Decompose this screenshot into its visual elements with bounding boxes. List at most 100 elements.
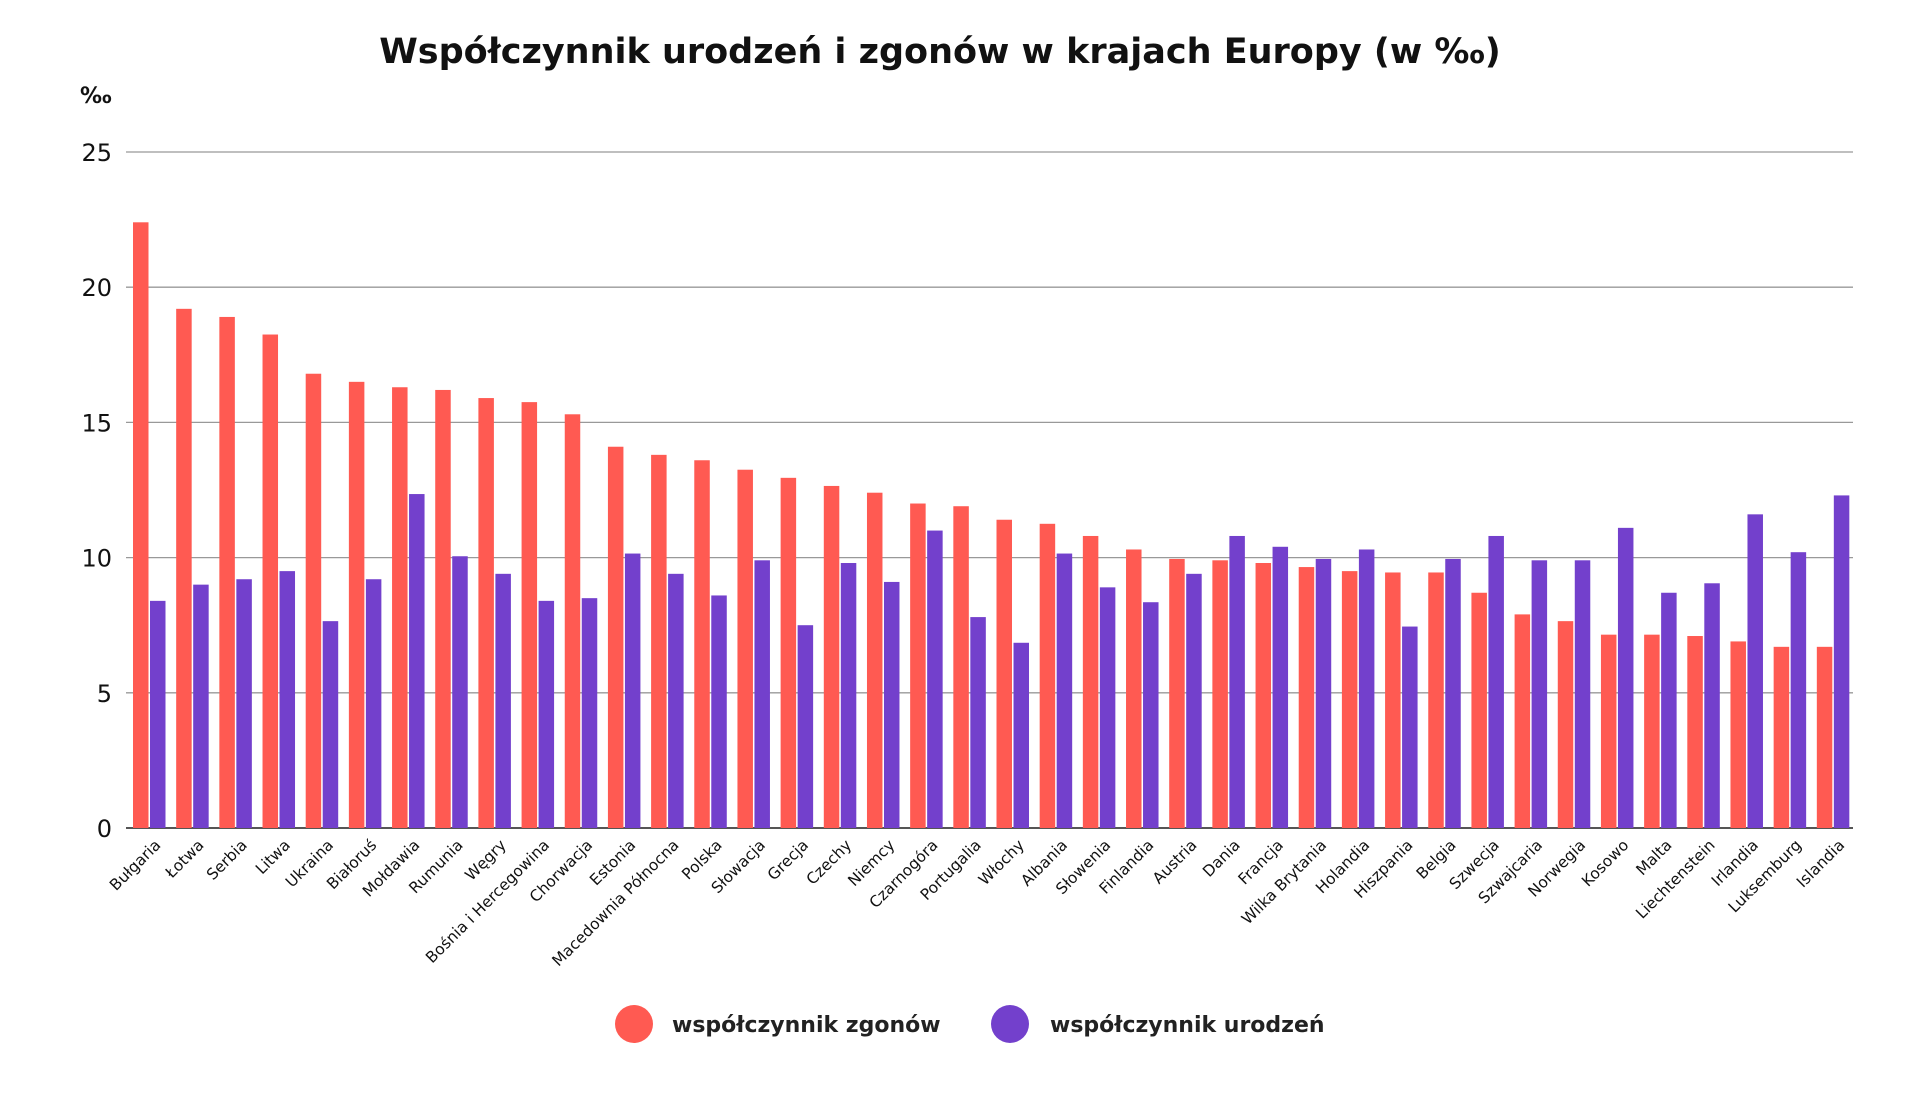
y-tick-label: 15	[81, 409, 112, 437]
bar-deaths	[1298, 567, 1315, 828]
bar-deaths	[1126, 549, 1142, 828]
bar-deaths	[780, 477, 797, 828]
bar-births	[927, 530, 943, 828]
bar-deaths	[219, 316, 235, 828]
bar-deaths	[1514, 614, 1531, 828]
bar-deaths	[1169, 558, 1185, 828]
bar-deaths	[305, 373, 322, 828]
bar-births	[1445, 558, 1461, 828]
bar-deaths	[694, 460, 710, 828]
chart-title: Współczynnik urodzeń i zgonów w krajach …	[379, 32, 1501, 72]
bar-births	[711, 595, 727, 828]
bar-deaths	[392, 387, 408, 828]
bar-births	[279, 571, 296, 828]
bar-deaths	[348, 381, 365, 828]
legend-swatch-births	[991, 1005, 1029, 1043]
y-tick-label: 5	[97, 680, 112, 708]
bar-deaths	[823, 485, 840, 828]
bar-deaths	[651, 454, 667, 828]
bar-deaths	[1341, 571, 1358, 828]
legend-label-deaths: współczynnik zgonów	[672, 1013, 941, 1038]
bar-births	[1833, 495, 1850, 828]
bar-deaths	[953, 506, 969, 828]
bar-deaths	[607, 446, 624, 828]
x-category-label: Łotwa	[161, 836, 207, 882]
bar-births	[365, 579, 382, 828]
bar-births	[452, 556, 468, 828]
bar-births	[1488, 535, 1504, 828]
bar-deaths	[1600, 634, 1617, 828]
bar-births	[236, 579, 252, 828]
bar-births	[1661, 592, 1677, 828]
bar-deaths	[1773, 646, 1790, 828]
bar-births	[1574, 560, 1591, 828]
bar-births	[150, 600, 166, 828]
y-tick-label: 25	[81, 139, 112, 167]
x-category-label: Liechtenstein	[1632, 836, 1718, 922]
bar-births	[797, 625, 814, 828]
bar-births	[495, 573, 511, 828]
bar-deaths	[1082, 535, 1099, 828]
bar-deaths	[1255, 563, 1272, 828]
bar-births	[1013, 642, 1029, 828]
bar-deaths	[1212, 560, 1228, 828]
bar-births	[1402, 626, 1418, 828]
bar-births	[624, 553, 641, 828]
legend-swatch-deaths	[615, 1005, 653, 1043]
bar-births	[1186, 573, 1202, 828]
bar-deaths	[133, 222, 149, 828]
bar-deaths	[521, 402, 538, 828]
bar-deaths	[1385, 572, 1401, 828]
x-category-label: Bułgaria	[106, 836, 164, 894]
bar-births	[322, 621, 339, 828]
bar-deaths	[435, 389, 451, 828]
bar-deaths	[478, 398, 494, 828]
bar-deaths	[996, 519, 1012, 828]
bar-births	[1617, 527, 1634, 828]
bar-deaths	[176, 308, 192, 828]
y-tick-label: 20	[81, 274, 112, 302]
bar-births	[970, 617, 986, 828]
bar-births	[538, 600, 555, 828]
bar-deaths	[737, 469, 753, 828]
bar-births	[1747, 514, 1763, 828]
bar-deaths	[910, 503, 926, 828]
bar-births	[1143, 602, 1159, 828]
bar-births	[668, 573, 684, 828]
bar-births	[1358, 549, 1375, 828]
x-category-label: Kosowo	[1578, 836, 1632, 890]
bar-deaths	[1039, 523, 1056, 828]
y-tick-label: 0	[97, 815, 112, 843]
x-category-label: Islandia	[1793, 836, 1848, 891]
bar-deaths	[1557, 621, 1574, 828]
bar-births	[1315, 558, 1332, 828]
x-category-label: Austria	[1149, 836, 1200, 887]
y-tick-label: 10	[81, 545, 112, 573]
y-axis-label: ‰	[80, 84, 112, 109]
bar-births	[1704, 583, 1720, 828]
bar-births	[1531, 560, 1548, 828]
bar-deaths	[1687, 636, 1703, 828]
bar-births	[1229, 535, 1245, 828]
bar-births	[1099, 587, 1116, 828]
bar-deaths	[1644, 634, 1660, 828]
bar-births	[409, 494, 425, 828]
bar-deaths	[1428, 572, 1444, 828]
bar-births	[581, 598, 598, 828]
bar-deaths	[564, 414, 581, 828]
bar-deaths	[1471, 592, 1487, 828]
legend-label-births: współczynnik urodzeń	[1050, 1013, 1325, 1038]
legend: współczynnik zgonów współczynnik urodzeń	[615, 1005, 1325, 1043]
bar-births	[883, 581, 900, 828]
bar-births	[1056, 553, 1073, 828]
bar-births	[1790, 552, 1807, 828]
bar-births	[193, 584, 209, 828]
bar-deaths	[262, 334, 279, 828]
bars	[133, 222, 1850, 828]
bar-births	[840, 563, 857, 828]
x-category-label: Włochy	[975, 836, 1028, 889]
bar-births	[754, 560, 770, 828]
bar-deaths	[1730, 641, 1746, 828]
